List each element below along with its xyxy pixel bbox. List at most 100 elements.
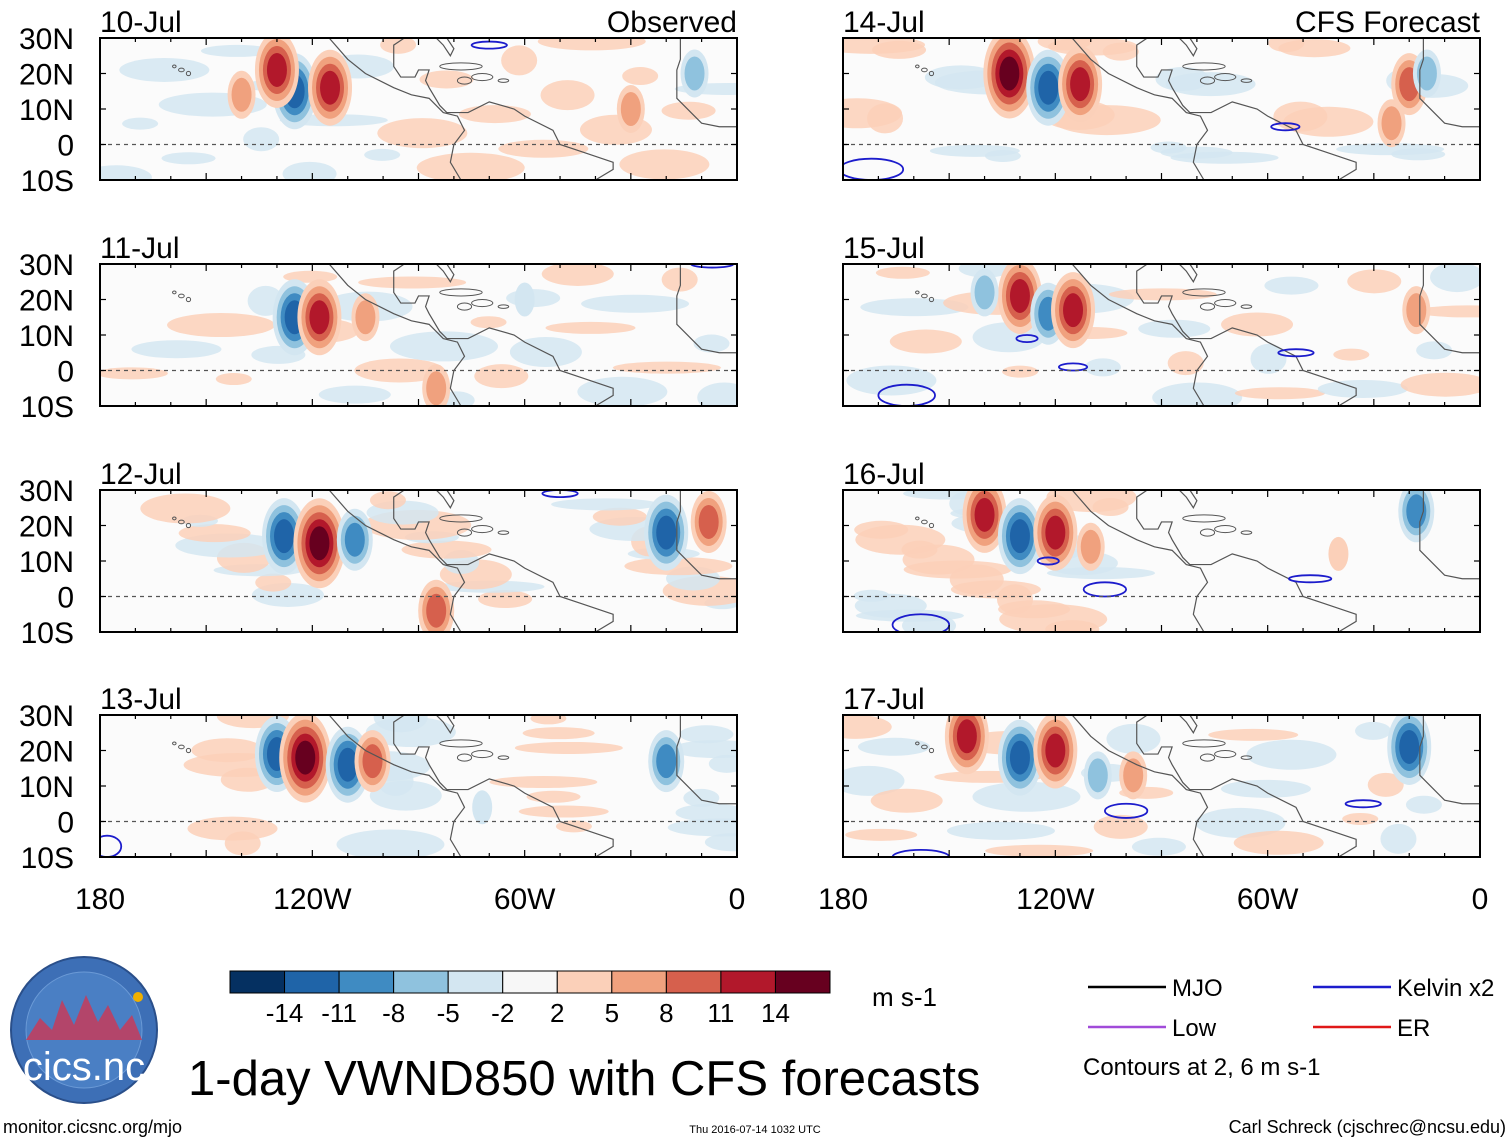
shading-patch: [612, 361, 721, 374]
wind-anomaly: [1387, 715, 1432, 785]
shading-patch: [1367, 772, 1404, 797]
shading-patch: [498, 139, 589, 158]
wind-anomaly: [997, 498, 1042, 575]
wind-anomaly: [680, 49, 709, 98]
coastline: [1178, 715, 1198, 734]
shading-patch: [369, 491, 406, 510]
legend-item: ER: [1313, 1015, 1430, 1042]
y-tick-label: 10N: [19, 94, 74, 127]
wind-anomaly: [1058, 46, 1103, 123]
island: [928, 296, 935, 303]
shading-patch: [1084, 358, 1121, 377]
shading-patch: [1108, 288, 1217, 301]
panel-15-Jul: 15-Jul: [842, 232, 1481, 407]
kelvin-contour: [1082, 581, 1128, 598]
shading-patch: [1354, 721, 1391, 740]
shading-patch: [1195, 807, 1286, 838]
island: [928, 70, 935, 77]
shading-patch: [1102, 42, 1139, 61]
y-tick-label: 30N: [19, 23, 74, 56]
footer-url: monitor.cicsnc.org/mjo: [3, 1117, 182, 1137]
shading-patch: [624, 557, 733, 576]
panel-date: 12-Jul: [100, 458, 182, 491]
shading-patch: [537, 38, 646, 51]
wind-anomaly: [351, 293, 380, 342]
y-tick-label: 0: [57, 582, 74, 615]
island: [915, 64, 920, 69]
panel-date: 13-Jul: [100, 683, 182, 716]
island: [1240, 755, 1253, 760]
coastline: [676, 490, 737, 580]
island: [497, 755, 510, 760]
shading-patch: [1234, 387, 1325, 400]
shading-patch: [1167, 351, 1204, 376]
wind-anomaly: [1328, 536, 1349, 571]
shading-patch: [545, 321, 636, 334]
wind-anomaly: [970, 268, 999, 317]
colorbar-label: -8: [382, 998, 405, 1028]
shading-patch: [336, 829, 445, 857]
colorbar-label: 5: [605, 998, 619, 1028]
shading-patch: [1208, 728, 1299, 741]
wind-anomaly: [418, 579, 455, 632]
wind-anomaly: [422, 364, 451, 406]
shading-patch: [1233, 830, 1324, 855]
island: [439, 739, 483, 748]
shading-patch: [318, 385, 391, 404]
legend: MJO Kelvin x2 Low ER: [1088, 975, 1494, 1042]
y-tick-label: 10N: [19, 320, 74, 353]
shading-patch: [1138, 319, 1211, 338]
shading-patch: [178, 524, 251, 543]
colorbar-swatch: [774, 970, 831, 994]
shading-patch: [693, 334, 730, 353]
wind-anomaly: [1083, 751, 1112, 800]
island: [439, 514, 483, 523]
coastline: [1037, 715, 1357, 857]
shading-patch: [843, 765, 905, 796]
kelvin-contour: [541, 490, 579, 498]
wind-anomaly: [962, 490, 1007, 553]
kelvin-contour: [1344, 799, 1382, 809]
shading-patch: [191, 738, 264, 763]
y-tick-label: 0: [57, 807, 74, 840]
island: [497, 78, 510, 83]
wind-anomaly: [254, 38, 299, 108]
wind-anomaly: [472, 790, 493, 825]
shading-patch: [373, 715, 428, 733]
shading-patch: [708, 754, 737, 773]
island: [185, 747, 192, 754]
coastline: [1419, 490, 1480, 580]
island: [172, 516, 177, 521]
shading-patch: [1093, 814, 1148, 839]
island: [172, 64, 177, 69]
shading-patch: [870, 788, 943, 813]
legend-item: MJO: [1088, 975, 1223, 1002]
shading-patch: [1220, 779, 1311, 798]
shading-patch: [1391, 148, 1446, 161]
mountain-icon: [26, 995, 142, 1040]
coastline: [435, 38, 455, 57]
sun-icon: [133, 992, 143, 1002]
wind-anomaly: [1026, 49, 1071, 126]
shading-patch: [1264, 276, 1319, 295]
island: [1240, 530, 1253, 535]
island: [178, 744, 185, 750]
x-tick-label: 120W: [1016, 883, 1095, 916]
coastline: [1178, 38, 1198, 57]
shading-patch: [902, 613, 956, 632]
island: [1182, 62, 1226, 71]
shading-patch: [843, 715, 892, 739]
colorbar-label: 2: [550, 998, 564, 1028]
shading-patch: [1430, 264, 1480, 293]
wind-anomaly: [354, 730, 391, 793]
colorbar-swatch: [284, 970, 340, 994]
shading-patch: [1416, 341, 1453, 360]
wind-anomaly: [514, 282, 535, 317]
island: [1182, 288, 1226, 297]
shading-patch: [857, 737, 930, 756]
y-tick-label: 30N: [19, 475, 74, 508]
island: [1182, 514, 1226, 523]
coastline: [294, 38, 614, 180]
